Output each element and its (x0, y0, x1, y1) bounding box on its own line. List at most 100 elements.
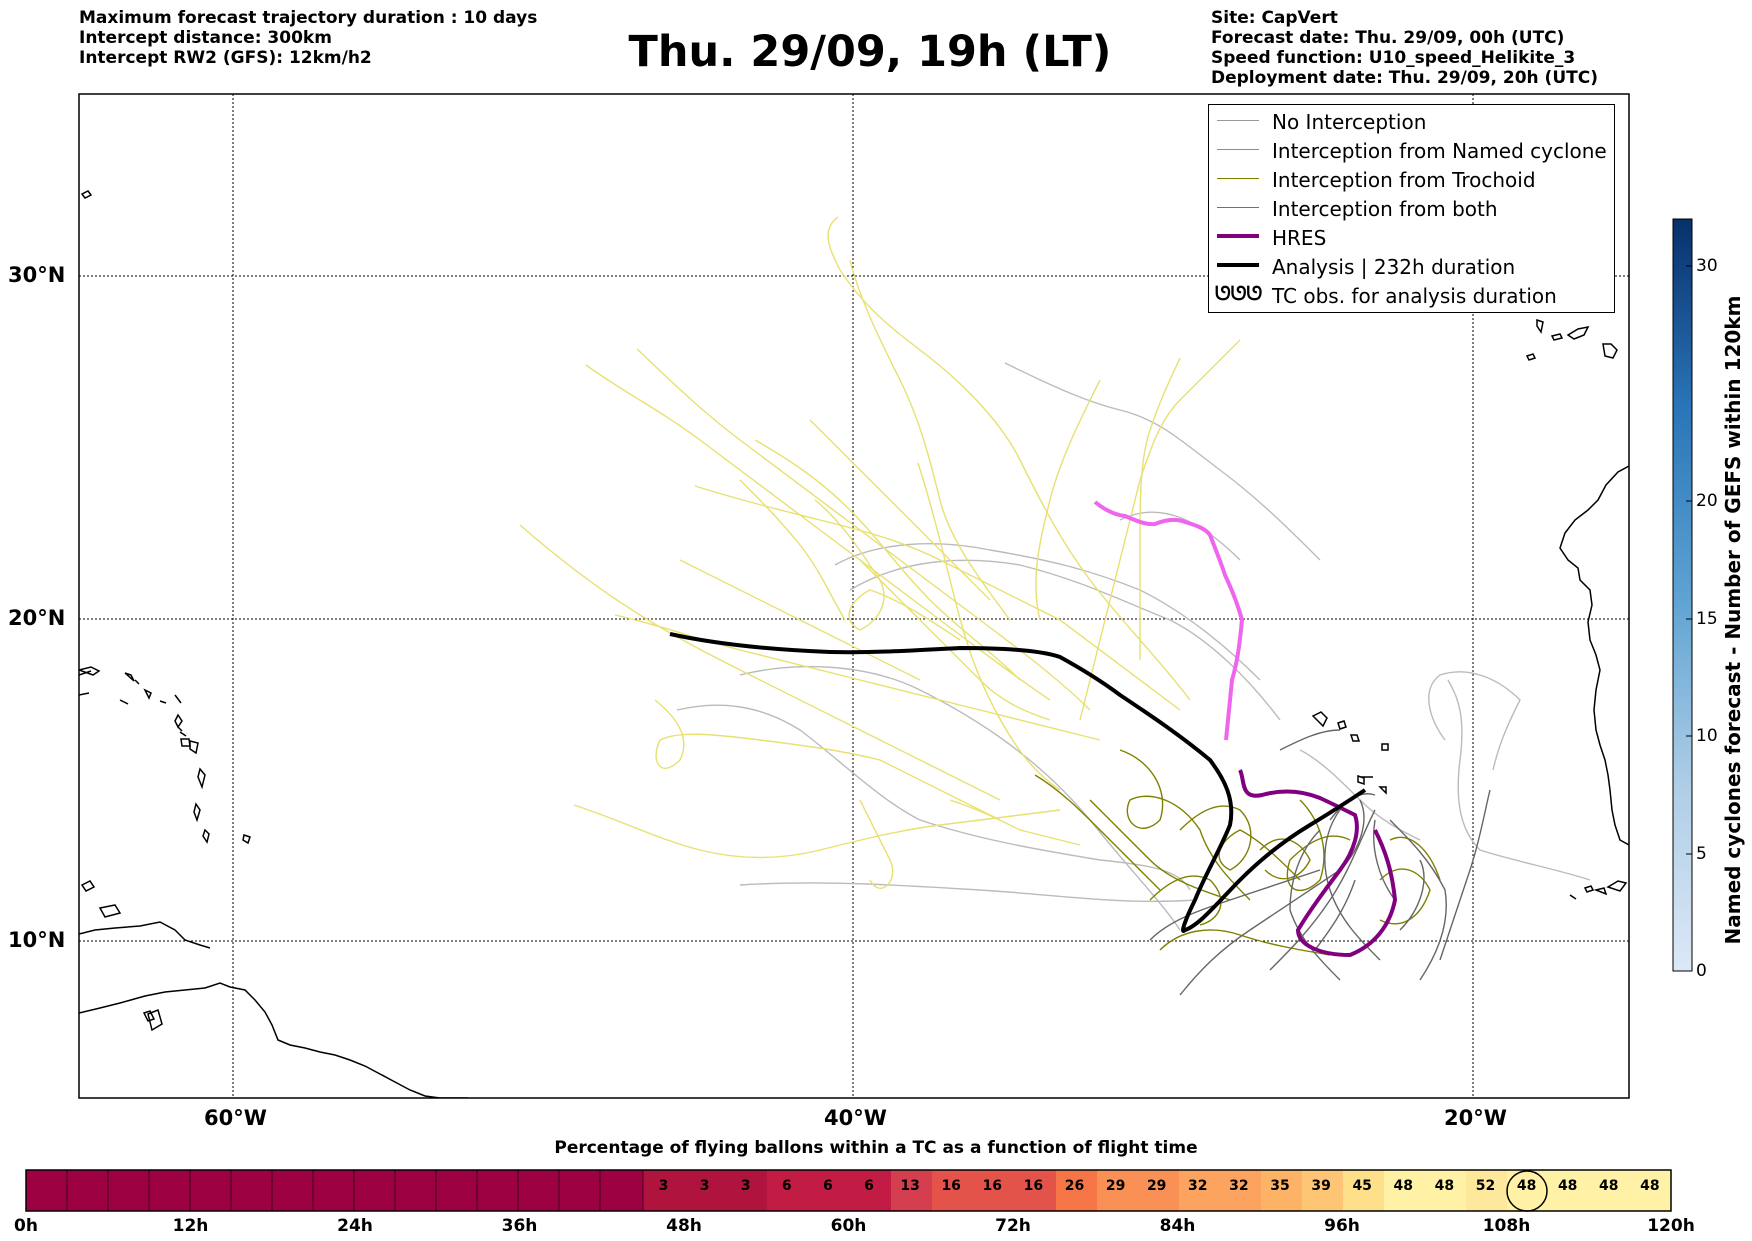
timebar-value: 3 (699, 1178, 710, 1194)
timebar-value: 32 (1229, 1178, 1249, 1194)
lon-label-20w: 20°W (1444, 1106, 1507, 1130)
header-right: Site: CapVert Forecast date: Thu. 29/09,… (1211, 8, 1598, 88)
cyclone-symbols-icon: ᘎᘎᘎ (1215, 283, 1263, 305)
lat-label-30n: 30°N (8, 263, 66, 287)
caribbean-island-6 (193, 802, 201, 823)
trochoid-interception-tracks (1034, 749, 1441, 956)
site-text: Site: CapVert (1211, 8, 1338, 28)
max-duration-text: Maximum forecast trajectory duration : 1… (79, 8, 538, 28)
timebar-value: 29 (1105, 1178, 1126, 1194)
timebar-value: 52 (1475, 1178, 1496, 1194)
venezuela-coast (79, 921, 211, 949)
island-south-1 (80, 880, 96, 892)
line-black-thick-icon (1217, 263, 1259, 267)
bermuda (80, 190, 93, 199)
line-orange-icon (1217, 149, 1259, 150)
lat-label-20n: 20°N (8, 606, 66, 630)
timebar-value: 45 (1352, 1178, 1372, 1194)
legend-item-analysis: Analysis | 232h duration (1209, 252, 1614, 281)
line-gray-icon (1217, 120, 1259, 121)
timebar-value: 48 (1557, 1178, 1578, 1194)
timebar-time-label: 0h (14, 1216, 38, 1236)
colorbar-tick: 10 (1696, 726, 1718, 746)
legend-item-both: Interception from both (1209, 194, 1614, 223)
timebar-time-label: 120h (1647, 1216, 1695, 1236)
timebar-time-label: 84h (1159, 1216, 1196, 1236)
timebar-value: 35 (1270, 1178, 1290, 1194)
legend: No Interception Interception from Named … (1208, 104, 1615, 313)
caribbean-island-1 (98, 904, 122, 918)
legend-item-tc-obs: ᘎᘎᘎ TC obs. for analysis duration (1209, 281, 1614, 310)
legend-label: Analysis | 232h duration (1272, 255, 1516, 279)
timebar-value: 3 (658, 1178, 669, 1194)
hres-track-forecast (1093, 500, 1245, 741)
ensemble-forecast-tracks (519, 216, 1241, 889)
lon-label-40w: 40°W (824, 1106, 887, 1130)
trinidad-island (147, 1008, 163, 1032)
timebar-value: 16 (982, 1178, 1003, 1194)
coastlines (79, 190, 1629, 1098)
timebar-time-label: 96h (1324, 1216, 1360, 1236)
legend-label: Interception from Named cyclone (1272, 139, 1607, 163)
cyclone-colorbar (1672, 218, 1693, 972)
timebar-value: 16 (1023, 1178, 1044, 1194)
line-green-icon (1217, 207, 1259, 208)
timebar-time-label: 72h (995, 1216, 1031, 1236)
timebar-time-label: 48h (666, 1216, 702, 1236)
caribbean-island-2 (197, 767, 206, 790)
timebar-time-label: 12h (172, 1216, 209, 1236)
africa-coast-islands (1569, 880, 1628, 900)
intercept-rw2-text: Intercept RW2 (GFS): 12km/h2 (79, 48, 372, 68)
timebar-value: 48 (1393, 1178, 1414, 1194)
timebar-value: 6 (781, 1178, 792, 1194)
colorbar-tick: 15 (1696, 609, 1718, 629)
legend-label: No Interception (1272, 110, 1427, 134)
highlight-circle (1506, 1170, 1548, 1212)
timebar-value: 32 (1188, 1178, 1208, 1194)
timebar-value: 48 (1516, 1178, 1537, 1194)
island-south-2 (142, 1010, 156, 1022)
line-purple-thick-icon (1217, 234, 1259, 238)
timebar-value: 48 (1599, 1178, 1619, 1194)
timebar-value: 6 (823, 1178, 833, 1194)
no-interception-tracks (676, 362, 1591, 931)
timebar-value: 3 (740, 1178, 751, 1194)
timebar-title: Percentage of flying ballons within a TC… (554, 1138, 1198, 1158)
page-title: Thu. 29/09, 19h (LT) (628, 27, 1112, 77)
colorbar-tick: 5 (1696, 844, 1707, 864)
timebar-time-label: 108h (1482, 1216, 1531, 1236)
timebar-value: 6 (864, 1178, 874, 1194)
colorbar-tick: 20 (1696, 491, 1718, 511)
caribbean-island-8 (242, 834, 251, 845)
colorbar-tick: 30 (1696, 256, 1718, 276)
timebar-value: 26 (1064, 1178, 1085, 1194)
caribbean-island-7 (202, 828, 210, 844)
dark-gray-tracks (1149, 729, 1491, 996)
caribbean-island-4 (180, 738, 191, 747)
colorbar-tick: 0 (1696, 961, 1707, 981)
legend-item-no-interception: No Interception (1209, 107, 1614, 136)
legend-label: TC obs. for analysis duration (1272, 284, 1557, 308)
lon-label-60w: 60°W (204, 1106, 267, 1130)
legend-label: Interception from Trochoid (1272, 168, 1536, 192)
timebar-value: 39 (1311, 1178, 1331, 1194)
deployment-date-text: Deployment date: Thu. 29/09, 20h (UTC) (1211, 68, 1598, 88)
legend-item-trochoid: Interception from Trochoid (1209, 165, 1614, 194)
header-left: Maximum forecast trajectory duration : 1… (79, 8, 537, 68)
line-olive-icon (1217, 178, 1259, 179)
timebar-value: 16 (941, 1178, 961, 1194)
timebar-time-label: 60h (830, 1216, 867, 1236)
legend-label: HRES (1272, 226, 1327, 250)
map-frame (78, 93, 1630, 1099)
legend-item-named-cyclone: Interception from Named cyclone (1209, 136, 1614, 165)
timebar-value: 48 (1640, 1178, 1660, 1194)
south-america-coast (79, 982, 468, 1098)
timebar-value: 29 (1146, 1178, 1167, 1194)
timebar-time-label: 24h (337, 1216, 373, 1236)
legend-label: Interception from both (1272, 197, 1498, 221)
hres-track (1238, 769, 1398, 958)
flight-time-bar (25, 1169, 1672, 1212)
canary-islands (1525, 318, 1618, 361)
leeward-islands (79, 666, 187, 737)
intercept-distance-text: Intercept distance: 300km (79, 28, 332, 48)
